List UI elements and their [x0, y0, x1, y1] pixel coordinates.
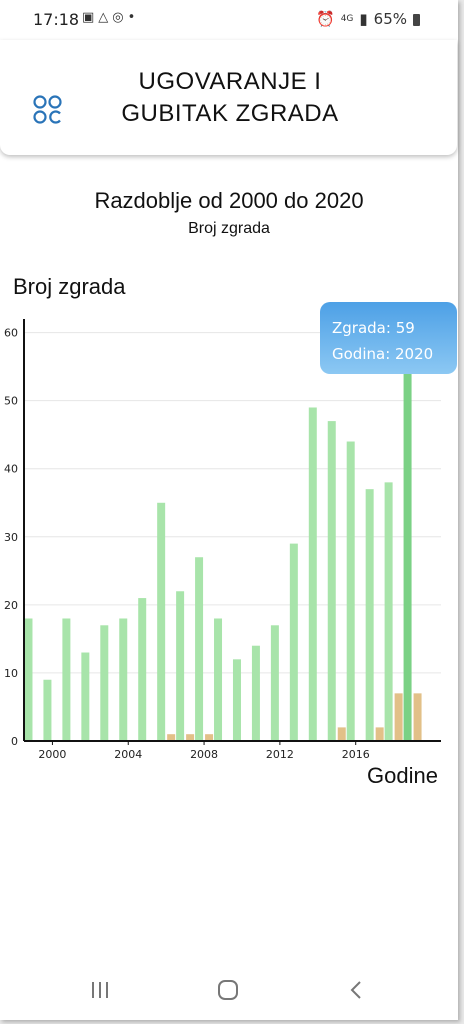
status-right: ⏰ 4G ▮ 65%: [316, 10, 420, 28]
recent-apps-icon[interactable]: [92, 982, 108, 998]
x-axis-label: Godine: [367, 763, 438, 788]
bar-lost-buildings: [394, 693, 403, 741]
bar-buildings: [403, 359, 412, 741]
bar-lost-buildings: [337, 727, 346, 741]
bar-buildings: [24, 618, 33, 741]
bar-lost-buildings: [186, 734, 195, 741]
bar-buildings: [346, 441, 355, 741]
bar-buildings: [251, 645, 260, 741]
bar-buildings: [62, 618, 71, 741]
chart-tooltip: Zgrada: 59 Godina: 2020: [320, 302, 457, 374]
bar-buildings: [308, 407, 317, 741]
status-time: 17:18: [33, 10, 80, 29]
gallery-icon: ▣: [82, 10, 99, 25]
battery-percent: 65%: [373, 10, 407, 28]
app-header: UGOVARANJE I GUBITAK ZGRADA: [0, 40, 457, 155]
y-tick-label: 40: [4, 463, 18, 476]
x-tick-label: 2000: [38, 748, 66, 761]
bar-buildings: [43, 679, 52, 741]
network-label: 4G: [340, 13, 354, 24]
x-tick-label: 2012: [266, 748, 294, 761]
y-tick-label: 0: [11, 735, 18, 748]
chart-title: Razdoblje od 2000 do 2020: [94, 188, 364, 213]
bar-buildings: [157, 502, 166, 741]
dot-icon: •: [127, 10, 140, 25]
notification-icons: ▣△◎•: [82, 10, 139, 25]
bar-lost-buildings: [167, 734, 176, 741]
status-bar: 17:18 ▣△◎• ⏰ 4G ▮ 65%: [0, 0, 458, 40]
x-tick-label: 2008: [190, 748, 218, 761]
app-title: UGOVARANJE I GUBITAK ZGRADA: [100, 66, 360, 130]
app-title-line2: GUBITAK ZGRADA: [121, 100, 339, 127]
signal-icon: ▮: [359, 10, 368, 28]
bar-chart[interactable]: 0 10 20 30 40 50 60 2000 2004 2008 2012 2016: [0, 300, 458, 770]
home-icon[interactable]: [218, 980, 238, 1000]
y-tick-label: 30: [4, 531, 18, 544]
back-icon[interactable]: [350, 981, 361, 999]
bar-buildings: [289, 543, 298, 741]
bar-buildings: [195, 557, 204, 741]
y-tick-label: 10: [4, 667, 18, 680]
bar-lost-buildings: [205, 734, 214, 741]
y-tick-label: 60: [4, 327, 18, 340]
bar-buildings: [232, 659, 241, 741]
drive-icon: △: [98, 10, 113, 25]
bar-buildings: [100, 625, 109, 741]
bar-buildings: [365, 489, 374, 741]
app-title-line1: UGOVARANJE I: [138, 68, 322, 95]
bar-buildings: [270, 625, 279, 741]
chart-subtitle: Broj zgrada: [188, 220, 270, 237]
y-axis-label: Broj zgrada: [13, 274, 126, 299]
bar-buildings: [138, 598, 147, 741]
alarm-icon: ⏰: [316, 10, 335, 28]
grid-app-icon[interactable]: [32, 94, 64, 126]
bar-lost-buildings: [413, 693, 422, 741]
tooltip-year: Godina: 2020: [332, 345, 434, 363]
bar-lost-buildings: [375, 727, 384, 741]
y-tick-label: 50: [4, 395, 18, 408]
tooltip-value: Zgrada: 59: [332, 319, 415, 337]
x-tick-label: 2004: [114, 748, 142, 761]
whatsapp-icon: ◎: [112, 10, 128, 25]
bar-buildings: [81, 652, 90, 741]
bar-buildings: [119, 618, 128, 741]
x-tick-label: 2016: [342, 748, 370, 761]
bar-buildings: [176, 591, 185, 741]
battery-icon: [413, 14, 420, 26]
bar-buildings: [214, 618, 223, 741]
bar-buildings: [384, 482, 393, 741]
y-tick-label: 20: [4, 599, 18, 612]
bar-buildings: [327, 421, 336, 741]
navigation-bar: [0, 960, 458, 1020]
